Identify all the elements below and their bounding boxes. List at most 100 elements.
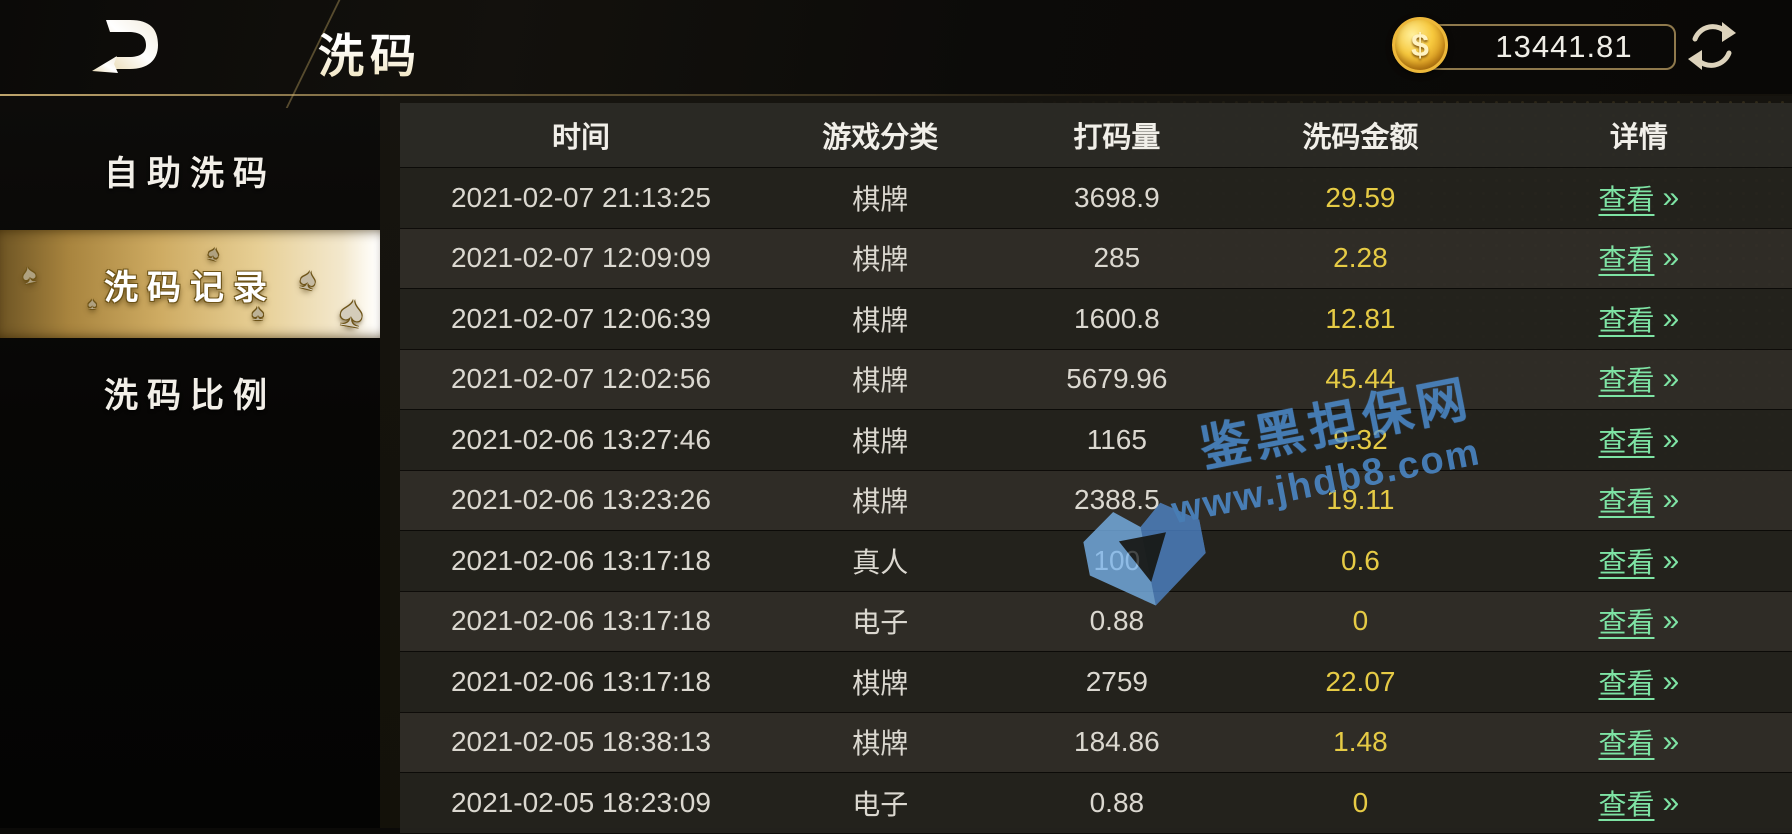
cell-time: 2021-02-07 12:06:39 bbox=[450, 302, 711, 334]
cell-category: 棋牌 bbox=[852, 425, 909, 457]
sidebar-item-label: 自助洗码 bbox=[104, 154, 276, 193]
cell-volume: 100 bbox=[1093, 544, 1141, 576]
balance-display: 13441.81 bbox=[1418, 24, 1676, 70]
cell-category: 电子 bbox=[852, 788, 909, 820]
cell-category: 棋牌 bbox=[852, 667, 909, 699]
cell-rebate-amount: 9.32 bbox=[1333, 423, 1388, 455]
sidebar-item-rebate-ratio[interactable]: 洗码比例 bbox=[0, 356, 380, 428]
cell-time: 2021-02-07 12:09:09 bbox=[450, 242, 711, 274]
sidebar-item-label: 洗码记录 bbox=[104, 268, 276, 307]
cell-time: 2021-02-07 12:02:56 bbox=[450, 363, 711, 395]
view-details-link[interactable]: 查看 » bbox=[1598, 299, 1679, 339]
view-label: 查看 bbox=[1598, 244, 1655, 276]
col-header-time: 时间 bbox=[551, 122, 610, 154]
sidebar-item-label: 洗码比例 bbox=[104, 376, 276, 415]
view-details-link[interactable]: 查看 » bbox=[1598, 178, 1679, 218]
cell-category: 棋牌 bbox=[852, 365, 909, 397]
cell-volume: 3698.9 bbox=[1074, 181, 1160, 213]
table-row: 2021-02-06 13:17:18 真人 100 0.6 查看 » bbox=[400, 530, 1792, 591]
cell-category: 棋牌 bbox=[852, 244, 909, 276]
cell-volume: 285 bbox=[1093, 242, 1141, 274]
cell-time: 2021-02-05 18:23:09 bbox=[450, 786, 711, 818]
view-label: 查看 bbox=[1598, 183, 1655, 215]
view-label: 查看 bbox=[1598, 486, 1655, 518]
spade-icon: ♠ bbox=[336, 285, 377, 338]
cell-category: 真人 bbox=[852, 546, 909, 578]
rebate-records-table: 时间 游戏分类 打码量 洗码金额 详情 2021-02-07 21:13:25 … bbox=[400, 103, 1792, 834]
cell-category: 棋牌 bbox=[852, 486, 909, 518]
cell-time: 2021-02-05 18:38:13 bbox=[450, 726, 711, 758]
view-details-link[interactable]: 查看 » bbox=[1598, 783, 1679, 823]
view-details-link[interactable]: 查看 » bbox=[1598, 238, 1679, 278]
double-chevron-icon: » bbox=[1662, 604, 1680, 638]
double-chevron-icon: » bbox=[1662, 362, 1680, 396]
spade-icon: ♠ bbox=[296, 261, 329, 300]
view-details-link[interactable]: 查看 » bbox=[1598, 480, 1679, 520]
double-chevron-icon: » bbox=[1662, 180, 1680, 214]
view-label: 查看 bbox=[1598, 304, 1655, 336]
cell-rebate-amount: 0 bbox=[1352, 605, 1369, 637]
partial-next-row bbox=[400, 832, 1792, 834]
col-header-volume: 打码量 bbox=[1073, 122, 1161, 154]
main-content: 时间 游戏分类 打码量 洗码金额 详情 2021-02-07 21:13:25 … bbox=[380, 96, 1792, 834]
view-label: 查看 bbox=[1598, 425, 1655, 457]
cell-category: 棋牌 bbox=[852, 183, 909, 215]
table-header-row: 时间 游戏分类 打码量 洗码金额 详情 bbox=[400, 103, 1792, 167]
table-row: 2021-02-05 18:23:09 电子 0.88 0 查看 » bbox=[400, 772, 1792, 833]
view-details-link[interactable]: 查看 » bbox=[1598, 601, 1679, 641]
sidebar: 自助洗码 ♠ ♠ ♠ ♠ ♠ ♠ 洗码记录 洗码比例 bbox=[0, 96, 380, 828]
table-row: 2021-02-07 12:09:09 棋牌 285 2.28 查看 » bbox=[400, 227, 1792, 288]
cell-time: 2021-02-06 13:17:18 bbox=[450, 544, 711, 576]
sidebar-item-self-rebate[interactable]: 自助洗码 bbox=[0, 134, 380, 206]
col-header-amount: 洗码金额 bbox=[1302, 122, 1419, 154]
view-details-link[interactable]: 查看 » bbox=[1598, 541, 1679, 581]
sidebar-item-rebate-records[interactable]: ♠ ♠ ♠ ♠ ♠ ♠ 洗码记录 bbox=[0, 230, 380, 338]
cell-rebate-amount: 0 bbox=[1352, 786, 1369, 818]
spade-icon: ♠ bbox=[88, 296, 106, 313]
cell-volume: 5679.96 bbox=[1066, 363, 1168, 395]
view-label: 查看 bbox=[1598, 546, 1655, 578]
cell-time: 2021-02-06 13:27:46 bbox=[450, 423, 711, 455]
cell-rebate-amount: 22.07 bbox=[1325, 665, 1396, 697]
cell-rebate-amount: 1.48 bbox=[1333, 726, 1388, 758]
cell-volume: 184.86 bbox=[1074, 726, 1160, 758]
cell-time: 2021-02-07 21:13:25 bbox=[450, 181, 711, 213]
view-details-link[interactable]: 查看 » bbox=[1598, 722, 1679, 762]
col-header-details: 详情 bbox=[1609, 122, 1668, 154]
double-chevron-icon: » bbox=[1662, 422, 1680, 456]
cell-time: 2021-02-06 13:17:18 bbox=[450, 605, 711, 637]
cell-volume: 1600.8 bbox=[1074, 302, 1160, 334]
view-details-link[interactable]: 查看 » bbox=[1598, 662, 1679, 702]
table-row: 2021-02-07 12:06:39 棋牌 1600.8 12.81 查看 » bbox=[400, 288, 1792, 349]
refresh-button[interactable] bbox=[1684, 18, 1740, 74]
double-chevron-icon: » bbox=[1662, 664, 1680, 698]
cell-category: 棋牌 bbox=[852, 304, 909, 336]
cell-category: 棋牌 bbox=[852, 728, 909, 760]
cell-rebate-amount: 19.11 bbox=[1326, 484, 1395, 516]
double-chevron-icon: » bbox=[1662, 785, 1680, 819]
double-chevron-icon: » bbox=[1662, 301, 1680, 335]
view-label: 查看 bbox=[1598, 728, 1655, 760]
double-chevron-icon: » bbox=[1662, 241, 1680, 275]
table-row: 2021-02-06 13:17:18 电子 0.88 0 查看 » bbox=[400, 590, 1792, 651]
cell-rebate-amount: 12.81 bbox=[1325, 302, 1396, 334]
view-label: 查看 bbox=[1598, 607, 1655, 639]
cell-time: 2021-02-06 13:23:26 bbox=[450, 484, 711, 516]
cell-rebate-amount: 2.28 bbox=[1333, 242, 1388, 274]
cell-rebate-amount: 29.59 bbox=[1325, 181, 1396, 213]
double-chevron-icon: » bbox=[1662, 725, 1680, 759]
brand-logo-icon bbox=[92, 20, 158, 73]
spade-icon: ♠ bbox=[19, 255, 48, 291]
cell-volume: 1165 bbox=[1086, 423, 1147, 455]
cell-rebate-amount: 45.44 bbox=[1325, 363, 1396, 395]
double-chevron-icon: » bbox=[1662, 483, 1680, 517]
view-details-link[interactable]: 查看 » bbox=[1598, 420, 1679, 460]
cell-volume: 2388.5 bbox=[1074, 484, 1160, 516]
top-header: 洗码 $ 13441.81 bbox=[0, 0, 1792, 108]
cell-volume: 0.88 bbox=[1089, 786, 1145, 818]
cell-category: 电子 bbox=[852, 607, 909, 639]
view-label: 查看 bbox=[1598, 365, 1655, 397]
table-row: 2021-02-06 13:23:26 棋牌 2388.5 19.11 查看 » bbox=[400, 469, 1792, 530]
cell-volume: 0.88 bbox=[1089, 605, 1145, 637]
view-details-link[interactable]: 查看 » bbox=[1598, 359, 1679, 399]
